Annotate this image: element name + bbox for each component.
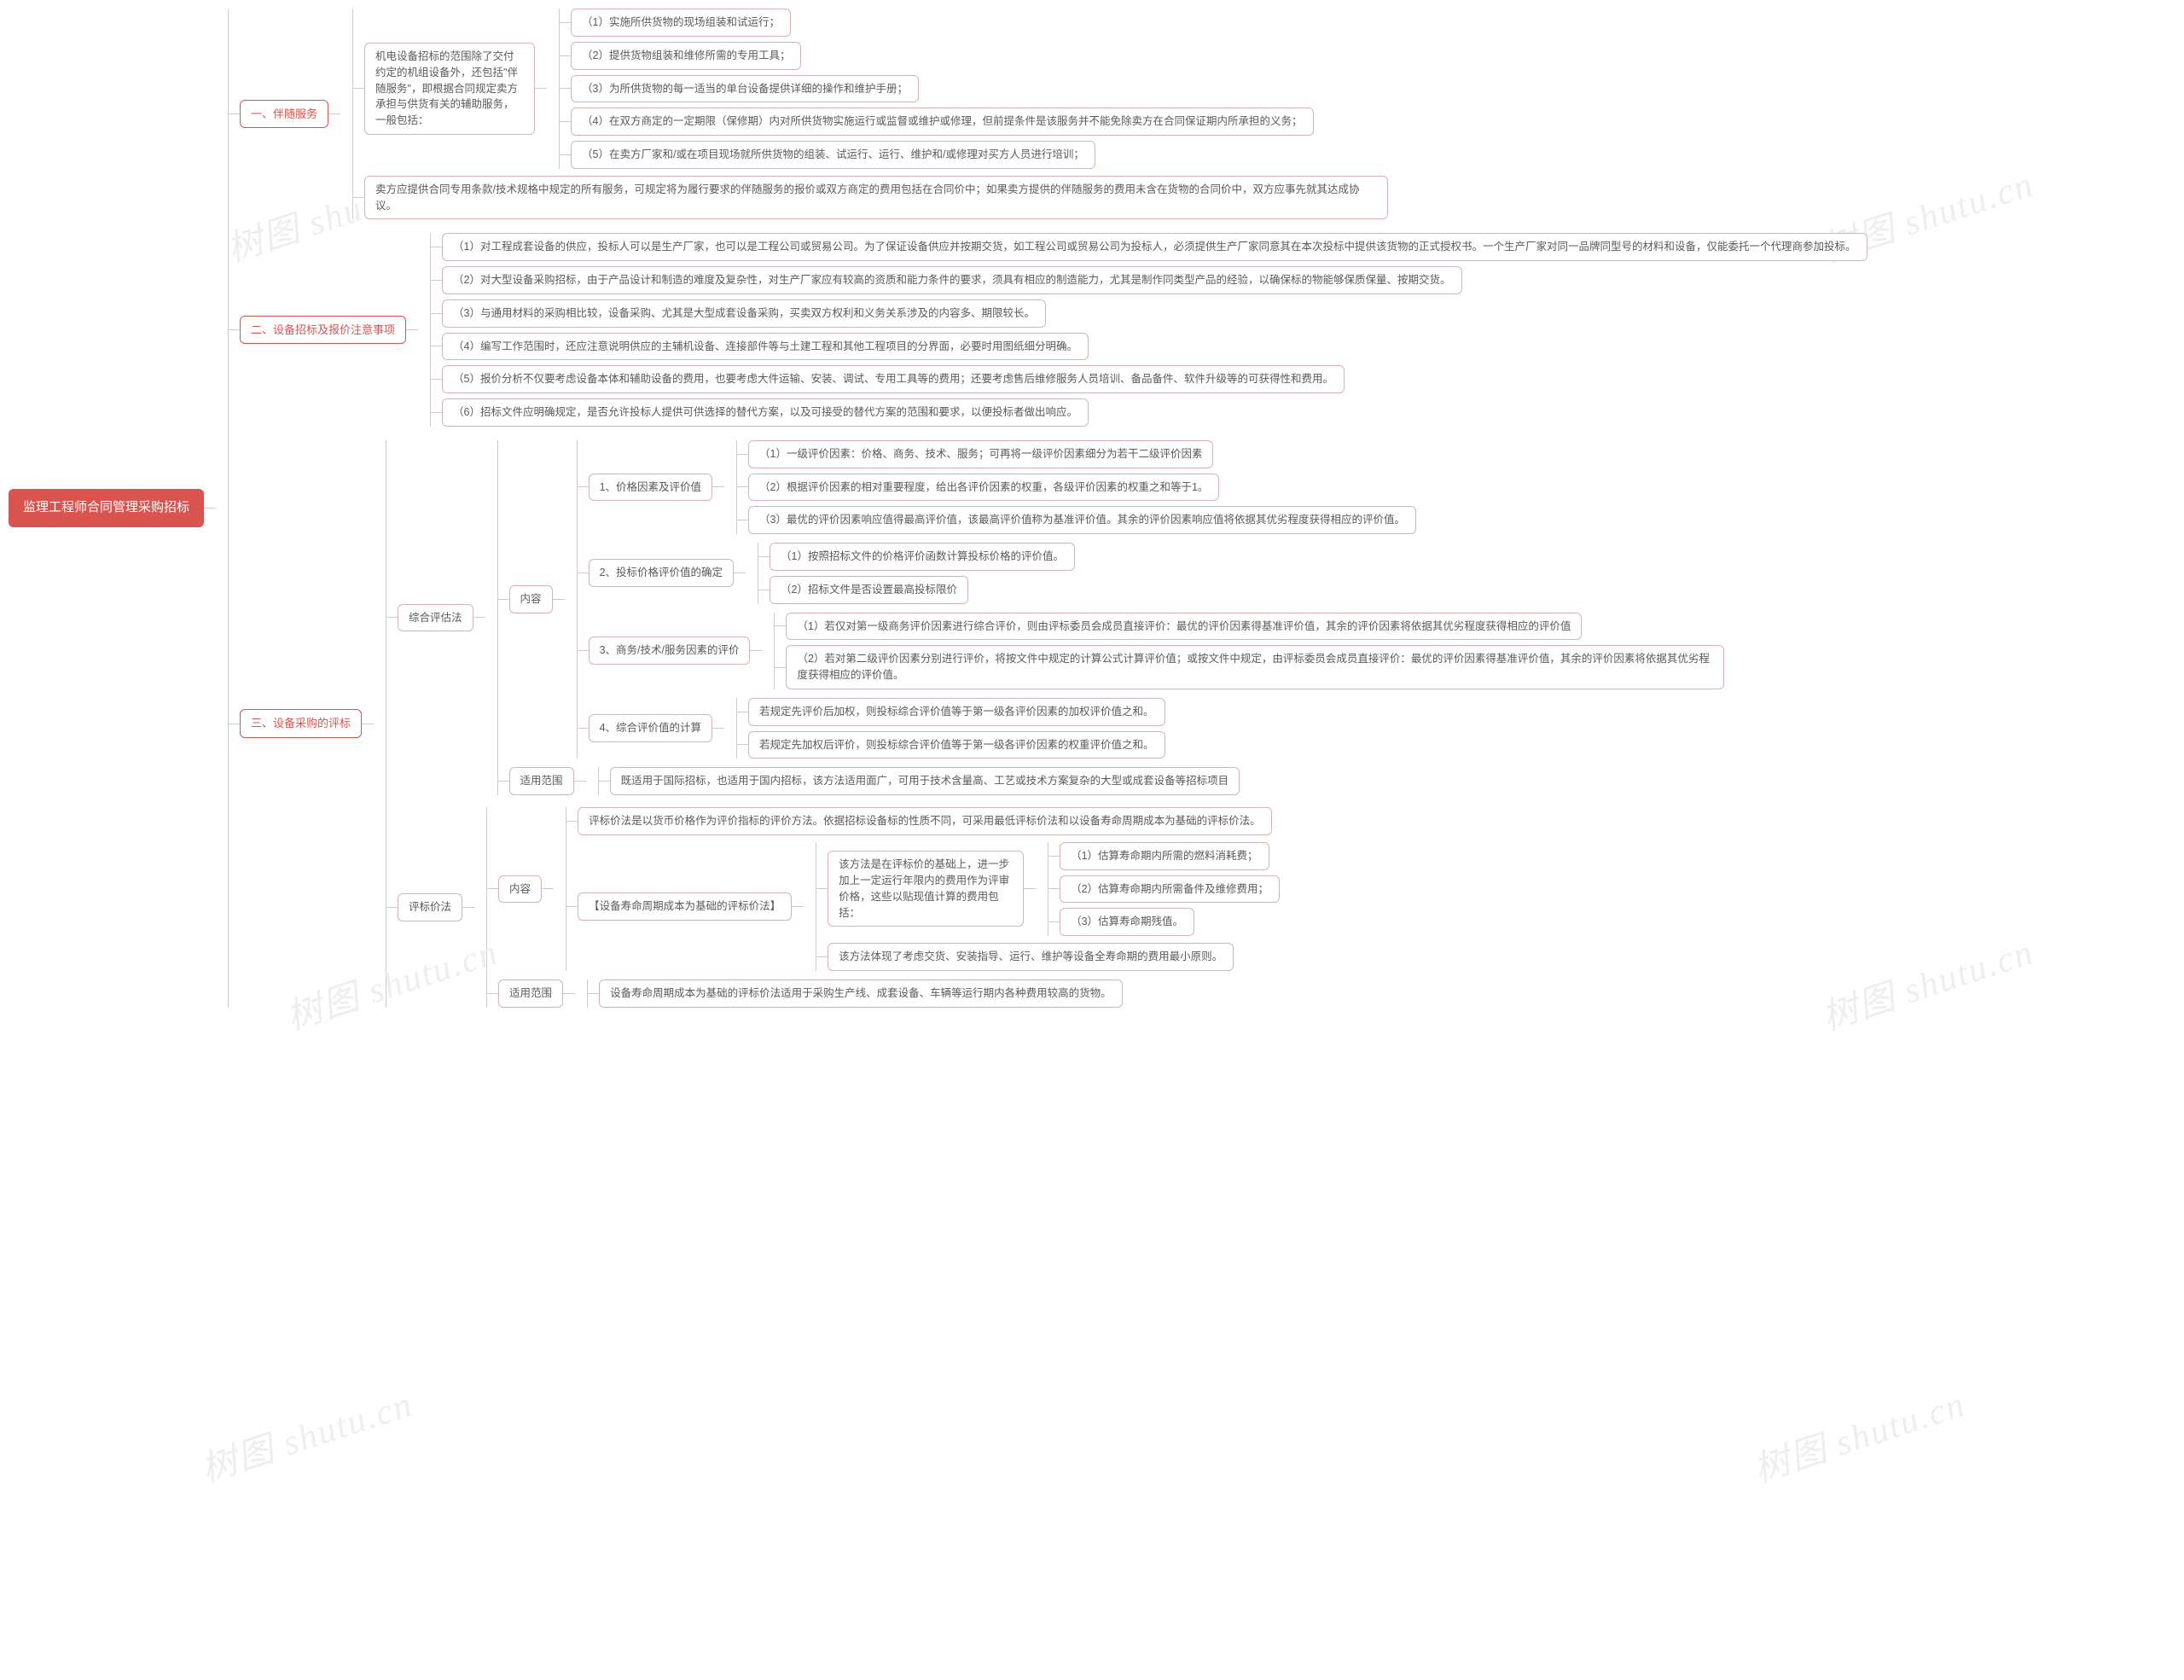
b3-m1: 综合评估法 bbox=[398, 604, 473, 632]
b3-m1-s4: 4、综合评价值的计算 bbox=[589, 714, 712, 742]
b1-item-4: （4）在双方商定的一定期限（保修期）内对所供货物实施运行或监督或维护或修理，但前… bbox=[571, 108, 1313, 136]
b3-m2: 评标价法 bbox=[398, 893, 462, 921]
b1-note: 卖方应提供合同专用条款/技术规格中规定的所有服务，可规定将为履行要求的伴随服务的… bbox=[364, 176, 1388, 220]
watermark: 树图 shutu.cn bbox=[1746, 1375, 1972, 1493]
b3-m1-s2-i1: （1）按照招标文件的价格评价函数计算投标价格的评价值。 bbox=[770, 543, 1075, 571]
b3-m1-s4-i1: 若规定先评价后加权，则投标综合评价值等于第一级各评价因素的加权评价值之和。 bbox=[748, 698, 1165, 726]
b3-m1-scope: 既适用于国际招标，也适用于国内招标，该方法适用面广，可用于技术含量高、工艺或技术… bbox=[610, 767, 1240, 795]
watermark: 树图 shutu.cn bbox=[194, 1375, 419, 1493]
b2-item-3: （3）与通用材料的采购相比较，设备采购、尤其是大型成套设备采购，买卖双方权利和义… bbox=[442, 299, 1046, 328]
b2-item-1: （1）对工程成套设备的供应，投标人可以是生产厂家，也可以是工程公司或贸易公司。为… bbox=[442, 233, 1867, 261]
b3-m1-s2: 2、投标价格评价值的确定 bbox=[589, 559, 734, 587]
b3-m1-s4-i2: 若规定先加权后评价，则投标综合评价值等于第一级各评价因素的权重评价值之和。 bbox=[748, 731, 1165, 759]
b3-m2-sub: 【设备寿命周期成本为基础的评标价法】 bbox=[578, 892, 792, 921]
b3-m1-s1-i1: （1）一级评价因素：价格、商务、技术、服务；可再将一级评价因素细分为若干二级评价… bbox=[748, 440, 1213, 468]
b3-m2-sub-note: 该方法体现了考虑交货、安装指导、运行、维护等设备全寿命期的费用最小原则。 bbox=[828, 943, 1234, 971]
b3-m2-sub-i2: （2）估算寿命期内所需备件及维修费用； bbox=[1060, 875, 1280, 904]
b1-intro: 机电设备招标的范围除了交付约定的机组设备外，还包括"伴随服务"，即根据合同规定卖… bbox=[364, 43, 535, 135]
b3-m2-sub-i1: （1）估算寿命期内所需的燃料消耗费； bbox=[1060, 842, 1269, 870]
b3-m2-intro: 评标价法是以货币价格作为评价指标的评价方法。依据招标设备标的性质不同，可采用最低… bbox=[578, 807, 1272, 835]
b3-m1-s3-i1: （1）若仅对第一级商务评价因素进行综合评价，则由评标委员会成员直接评价：最优的评… bbox=[786, 613, 1582, 641]
b3-m1-s1-i2: （2）根据评价因素的相对重要程度，给出各评价因素的权重，各级评价因素的权重之和等… bbox=[748, 474, 1219, 502]
branch-1: 一、伴随服务 bbox=[240, 100, 328, 129]
b3-m1-s1-i3: （3）最优的评价因素响应值得最高评价值，该最高评价值称为基准评价值。其余的评价因… bbox=[748, 506, 1416, 534]
b3-m1-s3: 3、商务/技术/服务因素的评价 bbox=[589, 637, 751, 665]
b1-item-1: （1）实施所供货物的现场组装和试运行； bbox=[571, 9, 791, 37]
b3-m1-s3-i2: （2）若对第二级评价因素分别进行评价，将按文件中规定的计算公式计算评价值；或按文… bbox=[786, 645, 1724, 689]
b3-m2-sub-intro: 该方法是在评标价的基础上，进一步加上一定运行年限内的费用作为评审价格，这些以贴现… bbox=[828, 851, 1024, 927]
b3-m2-sub-i3: （3）估算寿命期残值。 bbox=[1060, 908, 1194, 936]
branch-3: 三、设备采购的评标 bbox=[240, 709, 362, 738]
b2-item-6: （6）招标文件应明确规定，是否允许投标人提供可供选择的替代方案，以及可接受的替代… bbox=[442, 398, 1089, 427]
b2-item-5: （5）报价分析不仅要考虑设备本体和辅助设备的费用，也要考虑大件运输、安装、调试、… bbox=[442, 365, 1345, 393]
b3-m2-scope-label: 适用范围 bbox=[498, 980, 563, 1008]
branch-2: 二、设备招标及报价注意事项 bbox=[240, 316, 406, 345]
b2-item-4: （4）编写工作范围时，还应注意说明供应的主辅机设备、连接部件等与土建工程和其他工… bbox=[442, 333, 1089, 361]
b1-item-5: （5）在卖方厂家和/或在项目现场就所供货物的组装、试运行、运行、维护和/或修理对… bbox=[571, 141, 1095, 169]
root-node: 监理工程师合同管理采购招标 bbox=[9, 489, 204, 527]
b2-item-2: （2）对大型设备采购招标，由于产品设计和制造的难度及复杂性，对生产厂家应有较高的… bbox=[442, 266, 1461, 294]
b3-m1-scope-label: 适用范围 bbox=[509, 767, 574, 795]
b1-item-3: （3）为所供货物的每一适当的单台设备提供详细的操作和维护手册； bbox=[571, 75, 919, 103]
b3-m1-s2-i2: （2）招标文件是否设置最高投标限价 bbox=[770, 576, 968, 604]
b3-m2-scope: 设备寿命周期成本为基础的评标价法适用于采购生产线、成套设备、车辆等运行期内各种费… bbox=[599, 980, 1123, 1008]
b3-m2-content: 内容 bbox=[498, 875, 542, 904]
mindmap-root-container: 监理工程师合同管理采购招标 一、伴随服务 机电设备招标的范围除了交付约定的机组设… bbox=[9, 9, 2175, 1008]
b3-m1-s1: 1、价格因素及评价值 bbox=[589, 474, 712, 502]
b1-item-2: （2）提供货物组装和维修所需的专用工具； bbox=[571, 42, 801, 70]
b3-m1-content: 内容 bbox=[509, 585, 553, 613]
